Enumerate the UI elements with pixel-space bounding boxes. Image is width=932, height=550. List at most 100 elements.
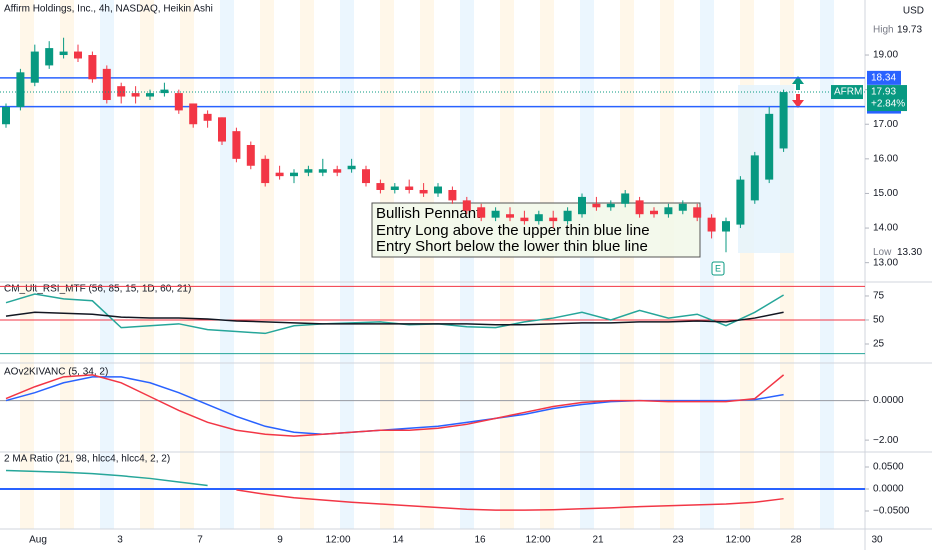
x-tick-label: 28	[790, 535, 802, 546]
x-tick-label: 30	[871, 535, 883, 546]
candle-body	[30, 51, 39, 83]
candle-body	[246, 144, 255, 166]
stripe	[20, 0, 34, 529]
stripe	[180, 0, 194, 529]
x-tick-label: 14	[392, 535, 404, 546]
stripe	[620, 0, 634, 529]
candle-body	[347, 165, 356, 170]
y-tick-label: 15.00	[873, 188, 898, 199]
candle-body	[477, 207, 486, 218]
indicator-line	[5, 311, 784, 326]
candle-body	[779, 92, 788, 149]
stripe	[500, 0, 514, 529]
stripe	[140, 0, 154, 529]
stripe	[420, 0, 434, 529]
candle-body	[419, 189, 428, 194]
candle-body	[434, 186, 442, 194]
candle-body	[405, 186, 414, 190]
event-label: E	[715, 263, 721, 273]
candle-body	[290, 172, 298, 177]
candle-body	[664, 207, 673, 215]
long-arrow	[792, 76, 804, 90]
x-tick-label: 12:00	[525, 535, 550, 546]
candle-body	[275, 172, 284, 177]
annotation-line: Entry Short below the lower thin blue li…	[376, 238, 648, 255]
stripe	[780, 0, 794, 529]
y-tick-label: −0.0500	[873, 506, 910, 517]
indicator-line	[236, 489, 784, 511]
candle-body	[693, 207, 702, 218]
candle-body	[563, 210, 572, 222]
x-tick-label: 16	[474, 535, 486, 546]
candle-body	[621, 193, 630, 204]
x-tick-label: 3	[117, 535, 123, 546]
chart-title: Affirm Holdings, Inc., 4h, NASDAQ, Heiki…	[4, 4, 213, 15]
annotation-line: Entry Long above the upper thin blue lin…	[376, 222, 650, 239]
y-tick-label: 19.00	[873, 50, 898, 61]
candle-body	[45, 48, 54, 66]
candle-body	[304, 169, 313, 173]
y-tick-label: 17.00	[873, 119, 898, 130]
change-label: +2.84%	[871, 99, 905, 110]
candle-body	[534, 214, 543, 222]
annotation-line: Bullish Pennant	[376, 205, 481, 222]
x-tick-label: 9	[277, 535, 283, 546]
candle-body	[117, 86, 126, 97]
y-tick-label: 50	[873, 315, 885, 326]
y-tick-label: 16.00	[873, 153, 898, 164]
candle-body	[218, 117, 226, 142]
candle-body	[88, 55, 97, 80]
y-tick-label: 25	[873, 339, 885, 350]
candle-body	[606, 203, 615, 208]
candle-body	[736, 179, 745, 225]
stripe	[100, 0, 114, 529]
y-tick-label: 13.00	[873, 257, 898, 268]
candle-body	[102, 68, 111, 101]
candle-body	[635, 200, 644, 215]
candle-body	[74, 51, 82, 59]
candle-body	[189, 103, 198, 125]
candle-body	[549, 217, 558, 222]
x-tick-label: 7	[197, 535, 203, 546]
stripe	[740, 0, 754, 529]
candle-body	[578, 196, 586, 215]
stripe	[380, 0, 394, 529]
candle-body	[491, 210, 500, 218]
stripe	[700, 0, 714, 529]
last-price-tag	[867, 85, 907, 112]
x-tick-label: 12:00	[325, 535, 350, 546]
y-tick-label: 0.0500	[873, 462, 904, 473]
currency: USD	[903, 6, 924, 17]
candle-body	[376, 183, 385, 190]
pane-title: CM_Ult_RSI_MTF (56, 85, 15, 1D, 60, 21)	[4, 284, 191, 295]
y-tick-label: 75	[873, 291, 885, 302]
candle-body	[592, 203, 601, 208]
candle-body	[2, 106, 10, 125]
candle-body	[448, 189, 457, 201]
stripe	[460, 0, 474, 529]
candle-body	[765, 113, 774, 180]
short-arrow	[792, 94, 804, 108]
candle-body	[462, 200, 471, 211]
x-tick-label: Aug	[29, 535, 47, 546]
y-tick-label: 14.00	[873, 223, 898, 234]
level-tag-label: 18.34	[871, 73, 896, 84]
stripe	[340, 0, 354, 529]
indicator-line	[5, 374, 785, 437]
low-label: Low	[873, 247, 892, 258]
stripe	[260, 0, 274, 529]
high-label: High	[873, 24, 894, 35]
candle-body	[131, 93, 140, 97]
candle-body	[146, 93, 154, 97]
candle-body	[520, 217, 529, 222]
candle-body	[678, 203, 687, 211]
candle-body	[174, 93, 183, 111]
candle-body	[59, 51, 68, 56]
x-tick-label: 12:00	[725, 535, 750, 546]
stripe	[60, 0, 74, 529]
candle-body	[722, 221, 730, 232]
stripe	[220, 0, 234, 529]
stripe	[540, 0, 554, 529]
ticker-tag	[831, 85, 863, 100]
event-marker[interactable]	[711, 261, 725, 276]
